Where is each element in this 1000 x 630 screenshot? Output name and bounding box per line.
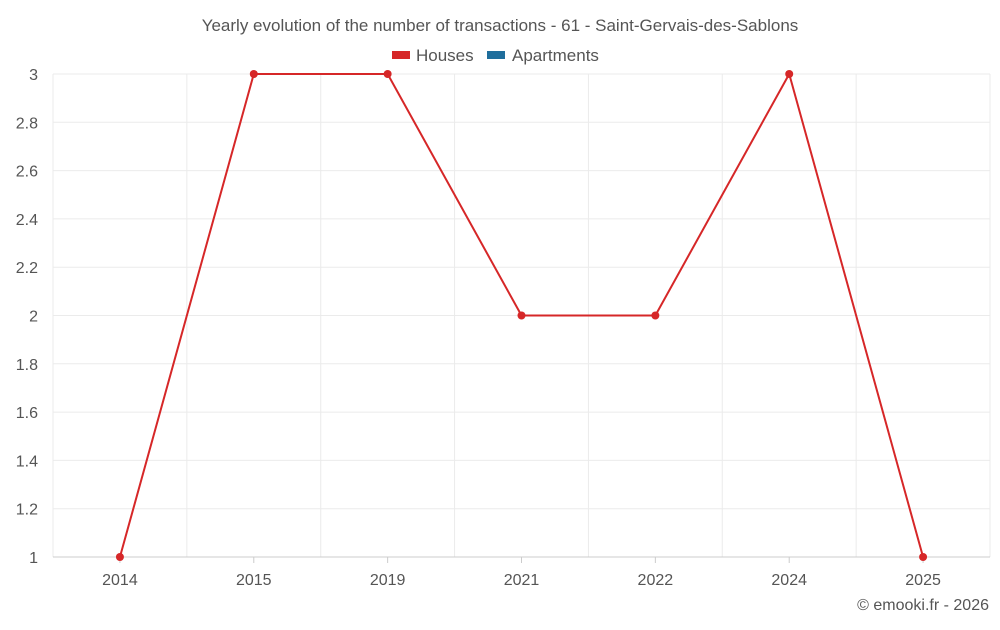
data-point [115, 553, 124, 561]
data-point [785, 70, 794, 78]
y-tick-label: 2.2 [16, 260, 38, 277]
data-point [249, 70, 258, 78]
data-point [517, 311, 526, 320]
y-tick-label: 1.6 [16, 405, 38, 422]
legend-item-apartments[interactable]: Apartments [487, 46, 599, 65]
y-tick-label: 1.2 [16, 502, 38, 519]
x-tick-label: 2015 [236, 572, 272, 589]
legend-item-houses[interactable]: Houses [392, 46, 474, 65]
data-point [383, 70, 392, 78]
chart-title: Yearly evolution of the number of transa… [202, 16, 799, 35]
series [115, 70, 928, 561]
legend-label-apartments: Apartments [512, 46, 599, 65]
x-tick-label: 2019 [370, 572, 406, 589]
y-tick-label: 2 [29, 309, 38, 326]
legend-swatch-apartments [487, 51, 505, 59]
y-tick-label: 2.6 [16, 164, 38, 181]
data-point [919, 553, 928, 561]
axes: 1 1.2 1.4 1.6 1.8 2 2.2 2.4 2.6 2.8 3 2014 2015 2019 2… [16, 67, 990, 589]
x-tick-label: 2021 [504, 572, 540, 589]
x-tick-label: 2024 [771, 572, 807, 589]
x-tick-label: 2022 [638, 572, 674, 589]
y-tick-label: 3 [29, 67, 38, 84]
y-tick-label: 2.4 [16, 212, 38, 229]
y-tick-label: 1 [29, 550, 38, 567]
legend: Houses Apartments [392, 46, 599, 65]
data-point [651, 311, 660, 320]
y-tick-label: 1.4 [16, 453, 38, 470]
x-tick-label: 2025 [905, 572, 941, 589]
x-tick-label: 2014 [102, 572, 138, 589]
y-tick-label: 1.8 [16, 357, 38, 374]
legend-swatch-houses [392, 51, 410, 59]
legend-label-houses: Houses [416, 46, 474, 65]
credit-text: © emooki.fr - 2026 [857, 597, 989, 614]
y-tick-label: 2.8 [16, 115, 38, 132]
